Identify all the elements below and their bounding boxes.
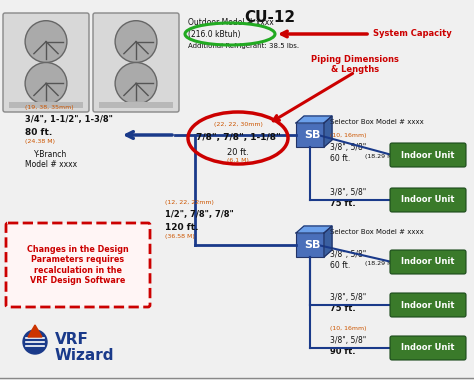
Text: SB: SB xyxy=(304,240,320,250)
Text: (36.58 M): (36.58 M) xyxy=(165,234,195,239)
Text: Indoor Unit: Indoor Unit xyxy=(401,150,455,160)
Text: 90 ft.: 90 ft. xyxy=(330,347,356,356)
Text: Indoor Unit: Indoor Unit xyxy=(401,195,455,204)
FancyBboxPatch shape xyxy=(296,233,324,257)
Polygon shape xyxy=(324,116,332,147)
Text: 75 ft.: 75 ft. xyxy=(330,304,356,313)
Circle shape xyxy=(25,62,67,104)
Text: CU-12: CU-12 xyxy=(245,10,296,25)
Text: (19, 38, 35mm): (19, 38, 35mm) xyxy=(25,105,73,110)
FancyBboxPatch shape xyxy=(93,13,179,112)
FancyBboxPatch shape xyxy=(390,143,466,167)
FancyBboxPatch shape xyxy=(3,13,89,112)
Circle shape xyxy=(25,21,67,62)
Text: Selector Box Model # xxxx: Selector Box Model # xxxx xyxy=(330,229,424,235)
Text: 3/8", 5/8": 3/8", 5/8" xyxy=(330,336,366,345)
Text: 60 ft.: 60 ft. xyxy=(330,261,350,270)
Text: (18.29 M): (18.29 M) xyxy=(365,154,395,159)
Text: Changes in the Design
Parameters requires
recalculation in the
VRF Design Softwa: Changes in the Design Parameters require… xyxy=(27,245,129,285)
FancyBboxPatch shape xyxy=(9,102,83,108)
Text: 3/8", 5/8": 3/8", 5/8" xyxy=(330,250,366,259)
Text: Indoor Unit: Indoor Unit xyxy=(401,344,455,353)
Circle shape xyxy=(115,62,157,104)
Text: 80 ft.: 80 ft. xyxy=(25,128,52,137)
Text: System Capacity: System Capacity xyxy=(373,30,452,38)
Text: 60 ft.: 60 ft. xyxy=(330,154,350,163)
Text: Indoor Unit: Indoor Unit xyxy=(401,258,455,266)
Text: (24.38 M): (24.38 M) xyxy=(25,139,55,144)
FancyBboxPatch shape xyxy=(390,293,466,317)
Text: 3/8", 5/8": 3/8", 5/8" xyxy=(330,143,366,152)
Polygon shape xyxy=(296,116,332,123)
Text: (18.29 M): (18.29 M) xyxy=(365,261,395,266)
Text: Piping Dimensions
& Lengths: Piping Dimensions & Lengths xyxy=(311,55,399,74)
Text: 7/8", 7/8", 1-1/8": 7/8", 7/8", 1-1/8" xyxy=(196,133,281,142)
FancyBboxPatch shape xyxy=(390,188,466,212)
Text: SB: SB xyxy=(304,130,320,140)
Text: VRF: VRF xyxy=(55,332,89,347)
Text: 75 ft.: 75 ft. xyxy=(330,199,356,208)
Polygon shape xyxy=(28,325,42,337)
Text: (10, 16mm): (10, 16mm) xyxy=(330,133,366,138)
Text: Selector Box Model # xxxx: Selector Box Model # xxxx xyxy=(330,119,424,125)
Text: (12, 22, 22mm): (12, 22, 22mm) xyxy=(165,200,214,205)
Circle shape xyxy=(115,21,157,62)
Text: (22, 22, 30mm): (22, 22, 30mm) xyxy=(214,122,263,127)
Text: (216.0 kBtuh): (216.0 kBtuh) xyxy=(188,30,240,39)
FancyBboxPatch shape xyxy=(390,250,466,274)
Text: Y-Branch
Model # xxxx: Y-Branch Model # xxxx xyxy=(25,150,77,169)
Text: (6.1 M): (6.1 M) xyxy=(227,158,249,163)
FancyBboxPatch shape xyxy=(6,223,150,307)
Text: 1/2", 7/8", 7/8": 1/2", 7/8", 7/8" xyxy=(165,210,234,219)
Text: Indoor Unit: Indoor Unit xyxy=(401,301,455,309)
Text: 3/8", 5/8": 3/8", 5/8" xyxy=(330,293,366,302)
Text: 3/4", 1-1/2", 1-3/8": 3/4", 1-1/2", 1-3/8" xyxy=(25,115,113,124)
FancyBboxPatch shape xyxy=(390,336,466,360)
Text: 3/8", 5/8": 3/8", 5/8" xyxy=(330,188,366,197)
Text: Outdoor Model # xxxx: Outdoor Model # xxxx xyxy=(188,18,274,27)
Text: 120 ft.: 120 ft. xyxy=(165,223,199,232)
Circle shape xyxy=(23,330,47,354)
Text: Additional Refrigerant: 38.5 lbs.: Additional Refrigerant: 38.5 lbs. xyxy=(188,43,299,49)
Polygon shape xyxy=(324,226,332,257)
Text: (10, 16mm): (10, 16mm) xyxy=(330,326,366,331)
Polygon shape xyxy=(296,226,332,233)
Text: 20 ft.: 20 ft. xyxy=(227,148,249,157)
Text: Wizard: Wizard xyxy=(55,348,115,363)
FancyBboxPatch shape xyxy=(296,123,324,147)
FancyBboxPatch shape xyxy=(99,102,173,108)
